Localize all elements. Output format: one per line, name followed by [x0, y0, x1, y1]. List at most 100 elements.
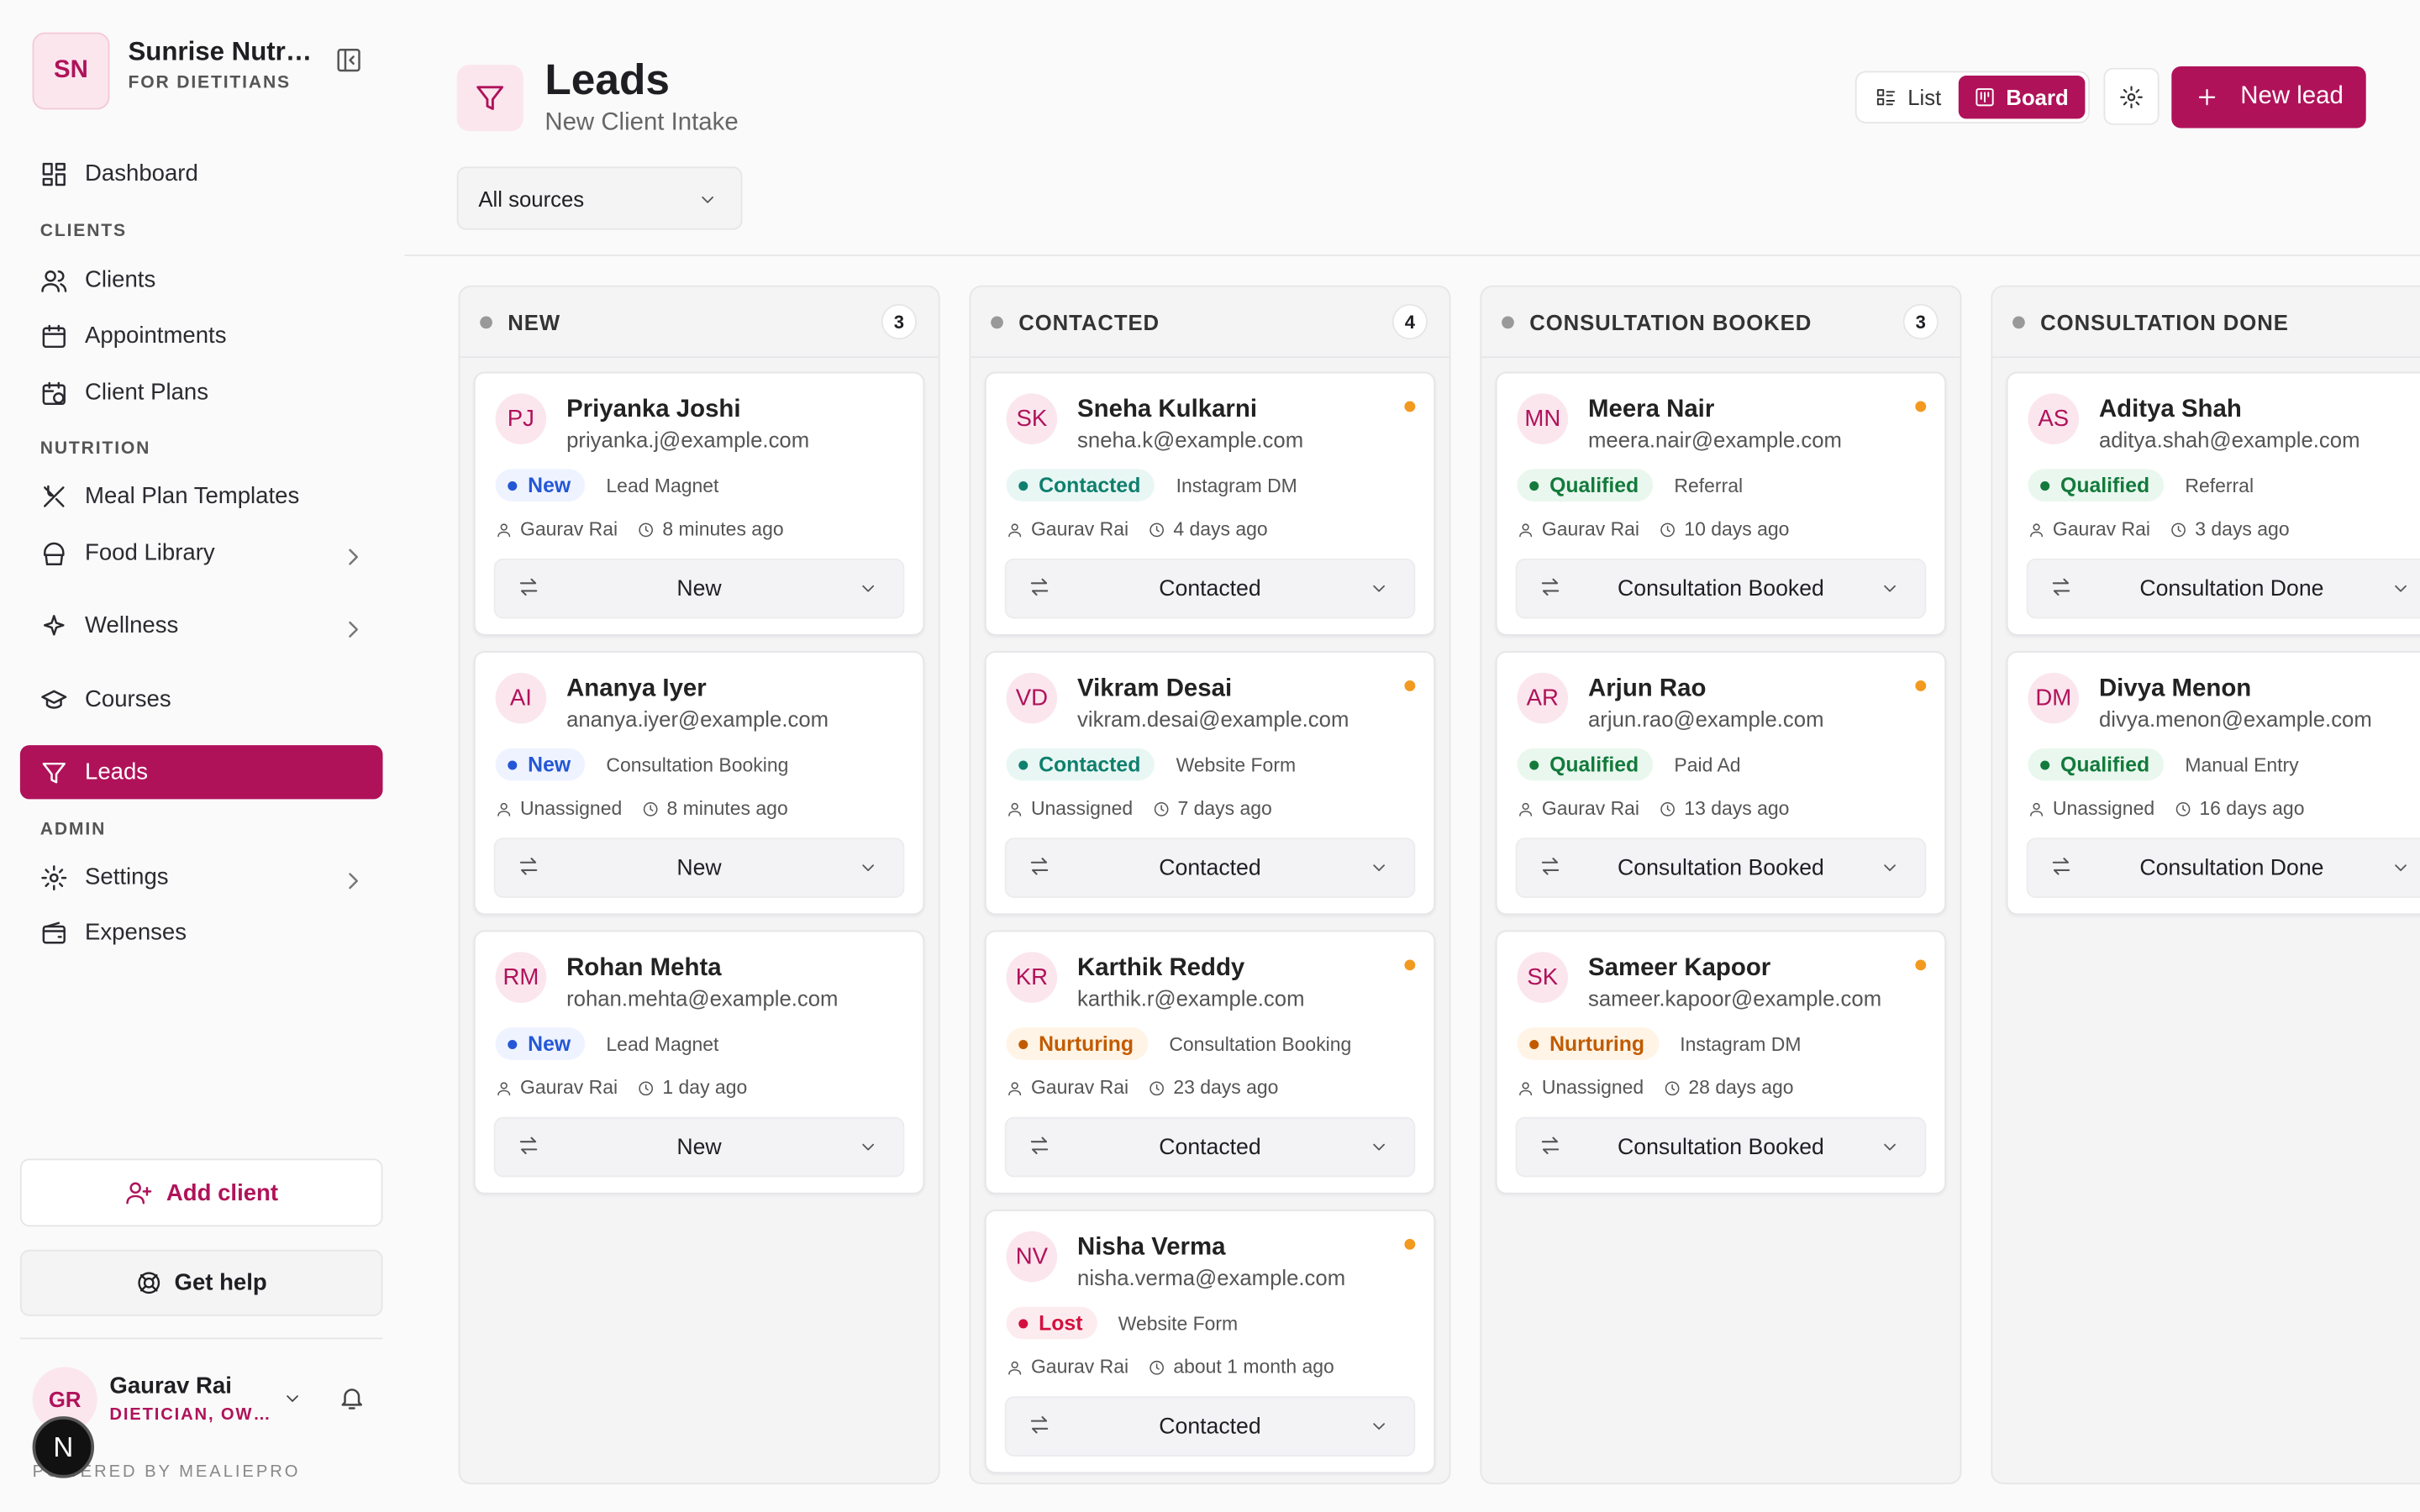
- stage-select[interactable]: New: [493, 558, 905, 619]
- nav-item[interactable]: Meal Plan Templates: [20, 469, 383, 522]
- notifications[interactable]: [338, 1384, 366, 1412]
- icon: [42, 381, 66, 405]
- lead-time: 28 days ago: [1688, 1077, 1794, 1099]
- status-dot: [2040, 480, 2050, 491]
- stage-select[interactable]: New: [493, 1116, 905, 1178]
- lead-name: Sameer Kapoor: [1588, 954, 1771, 982]
- status-row: Qualified Paid Ad: [1517, 748, 1741, 781]
- icon: [2052, 858, 2070, 875]
- status-dot: [1018, 1039, 1028, 1049]
- stage-select[interactable]: New: [493, 837, 905, 898]
- lead-owner: Unassigned: [2052, 797, 2155, 820]
- stage-select[interactable]: Consultation Booked: [1515, 1116, 1927, 1178]
- stage-select[interactable]: Consultation Booked: [1515, 558, 1927, 619]
- icon: [862, 1143, 875, 1151]
- column-header: CONSULTATION DONE: [1992, 287, 2420, 359]
- icon: [1665, 1080, 1680, 1095]
- column-count: 3: [1902, 303, 1939, 340]
- icon: [41, 689, 67, 708]
- lead-email: aditya.shah@example.com: [2098, 427, 2360, 453]
- status-row: New Lead Magnet: [495, 1027, 718, 1060]
- nav-item[interactable]: Expenses: [20, 906, 383, 959]
- lead-card[interactable]: SK Sneha Kulkarni sneha.k@example.com Conta…: [984, 371, 1436, 636]
- icon: [1884, 864, 1896, 872]
- stage-select[interactable]: Contacted: [1004, 1396, 1416, 1457]
- lead-card[interactable]: DM Divya Menon divya.menon@example.com Qual…: [2006, 651, 2420, 916]
- lead-avatar: RM: [495, 952, 547, 1003]
- icon: [1373, 1143, 1385, 1151]
- view-option[interactable]: Board: [1958, 76, 2086, 119]
- stage-label: New: [676, 855, 722, 880]
- status-dot: [508, 480, 518, 491]
- nav-item[interactable]: Appointments: [20, 308, 383, 362]
- icon: [497, 801, 511, 816]
- new-lead-button[interactable]: New lead: [2171, 66, 2366, 129]
- view-option[interactable]: List: [1860, 76, 1958, 118]
- stage-select[interactable]: Contacted: [1004, 837, 1416, 898]
- lead-card[interactable]: RM Rohan Mehta rohan.mehta@example.com New L…: [473, 930, 925, 1194]
- icon: [2030, 801, 2044, 816]
- status-badge: Qualified: [1517, 748, 1653, 781]
- get-help-button[interactable]: Get help: [19, 1249, 383, 1316]
- stage-select[interactable]: Consultation Booked: [1515, 837, 1927, 898]
- stage-chevron: [1880, 1137, 1900, 1158]
- lead-card[interactable]: SK Sameer Kapoor sameer.kapoor@example.com…: [1495, 930, 1947, 1194]
- stage-select[interactable]: Consultation Done: [2026, 837, 2420, 898]
- status-label: Qualified: [2060, 753, 2150, 776]
- status-badge: Contacted: [1006, 748, 1155, 781]
- stage-select[interactable]: Contacted: [1004, 1116, 1416, 1178]
- lead-card[interactable]: VD Vikram Desai vikram.desai@example.com Co…: [984, 651, 1436, 916]
- stage-label: Consultation Done: [2139, 576, 2324, 601]
- attention-dot: [1915, 959, 1927, 971]
- lead-name: Divya Menon: [2098, 675, 2252, 702]
- lead-card[interactable]: MN Meera Nair meera.nair@example.com Qualif…: [1495, 371, 1947, 636]
- nav-item[interactable]: Wellness: [20, 599, 383, 653]
- stage-chevron: [1369, 579, 1389, 599]
- icon: [1876, 89, 1896, 106]
- icon: [497, 1081, 511, 1095]
- status-badge: New: [495, 469, 585, 501]
- lead-name: Sneha Kulkarni: [1077, 396, 1257, 423]
- lead-owner: Gaurav Rai: [2052, 518, 2151, 540]
- lead-source: Instagram DM: [1680, 1032, 1802, 1055]
- lead-card[interactable]: NV Nisha Verma nisha.verma@example.com Lost…: [984, 1210, 1436, 1474]
- icon: [1660, 801, 1676, 816]
- collapse-button[interactable]: [335, 46, 363, 74]
- main: Leads New Client Intake List Board New lead A…: [404, 0, 2420, 1512]
- icon: [41, 864, 67, 890]
- stage-chevron: [1369, 858, 1389, 878]
- attention-dot: [1404, 680, 1416, 691]
- status-label: Contacted: [1039, 473, 1141, 497]
- nav-item[interactable]: Dashboard: [20, 146, 383, 200]
- nav-item[interactable]: Courses: [20, 673, 383, 727]
- lead-card[interactable]: AS Aditya Shah aditya.shah@example.com Qual…: [2006, 371, 2420, 636]
- lead-avatar: DM: [2028, 672, 2080, 724]
- lead-card[interactable]: PJ Priyanka Joshi priyanka.j@example.com Ne…: [473, 371, 925, 636]
- add-client-button[interactable]: Add client: [19, 1158, 383, 1227]
- lead-card[interactable]: KR Karthik Reddy karthik.r@example.com Nurt…: [984, 930, 1436, 1194]
- nav-chevron: [339, 543, 358, 565]
- lead-owner: Gaurav Rai: [1541, 518, 1640, 540]
- nav-item[interactable]: Leads: [19, 745, 383, 800]
- lead-owner: Gaurav Rai: [519, 518, 618, 540]
- user-menu[interactable]: [282, 1389, 302, 1409]
- source-filter[interactable]: All sources: [456, 166, 743, 230]
- nav-item[interactable]: Food Library: [20, 526, 383, 580]
- dev-badge[interactable]: N: [32, 1416, 95, 1478]
- lead-name: Aditya Shah: [2098, 396, 2242, 423]
- stage-select[interactable]: Contacted: [1004, 558, 1416, 619]
- nav-item[interactable]: Settings: [20, 850, 383, 904]
- attention-dot: [1915, 680, 1927, 691]
- nav-item[interactable]: Client Plans: [20, 365, 383, 419]
- stage-select[interactable]: Consultation Done: [2026, 558, 2420, 619]
- nav-item[interactable]: Clients: [20, 253, 383, 307]
- icon: [519, 1137, 538, 1154]
- lead-email: sneha.k@example.com: [1077, 427, 1304, 453]
- status-row: Contacted Instagram DM: [1006, 469, 1297, 501]
- lead-email: meera.nair@example.com: [1588, 427, 1842, 453]
- lead-card[interactable]: AR Arjun Rao arjun.rao@example.com Qualifie…: [1495, 651, 1947, 916]
- settings-button[interactable]: [2103, 67, 2160, 125]
- lead-card[interactable]: AI Ananya Iyer ananya.iyer@example.com New C…: [473, 651, 925, 916]
- icon: [1884, 1143, 1896, 1151]
- column-title: CONSULTATION BOOKED: [1529, 309, 1812, 334]
